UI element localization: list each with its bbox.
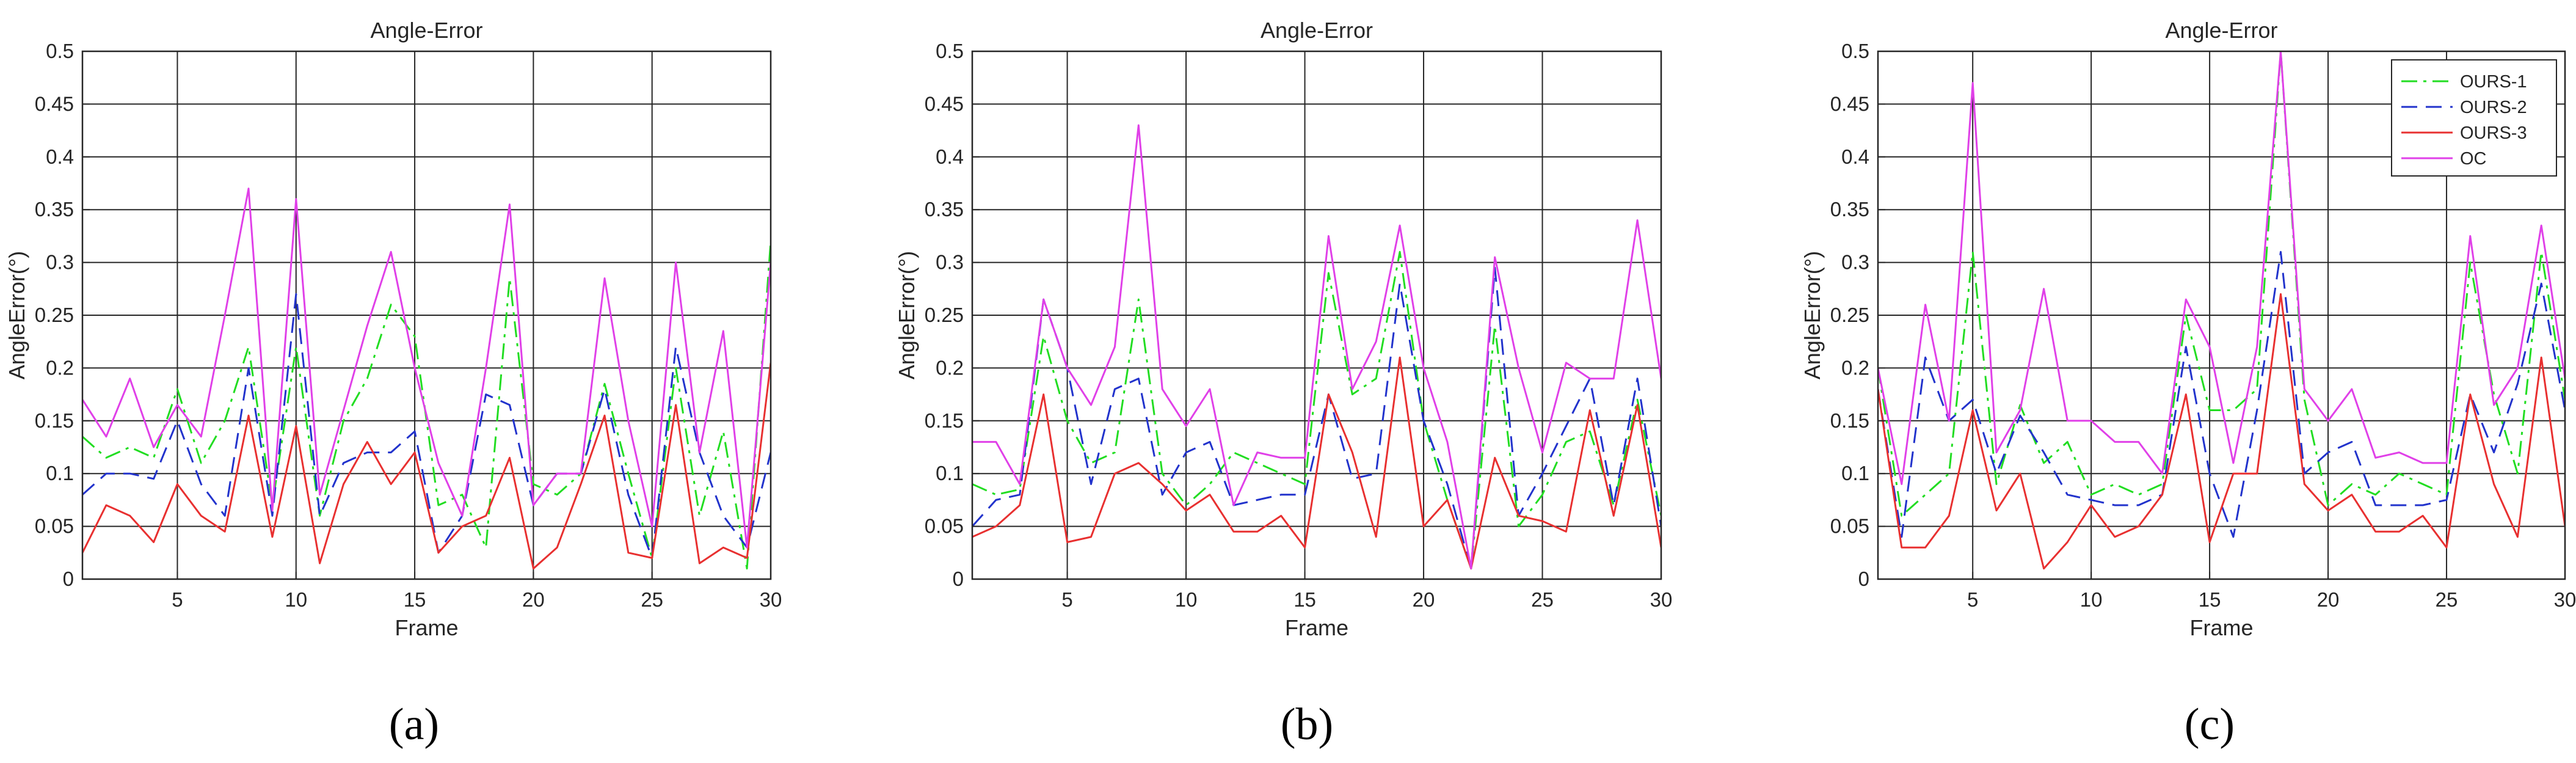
y-tick-label: 0.4 (936, 145, 964, 168)
y-tick-label: 0.15 (35, 409, 74, 432)
x-tick-label: 5 (1061, 588, 1072, 611)
series-line-oc (972, 124, 1661, 570)
y-tick-label: 0.35 (925, 198, 964, 221)
y-tick-label: 0.35 (35, 198, 74, 221)
y-tick-label: 0.1 (1841, 462, 1869, 484)
y-tick-label: 0.2 (46, 356, 74, 379)
y-tick-label: 0.1 (46, 462, 74, 484)
panel-caption: (a) (389, 699, 439, 750)
x-tick-label: 5 (1967, 588, 1978, 611)
x-tick-label: 25 (2436, 588, 2458, 611)
x-tick-label: 20 (1413, 588, 1435, 611)
legend-entry-ours-3: OURS-3 (2460, 123, 2527, 143)
y-tick-label: 0.3 (1841, 251, 1869, 274)
y-tick-label: 0.35 (1830, 198, 1869, 221)
y-tick-label: 0.05 (35, 515, 74, 538)
y-tick-label: 0.45 (1830, 92, 1869, 115)
y-tick-label: 0.05 (925, 515, 964, 538)
y-tick-label: 0.25 (925, 304, 964, 326)
series-line-ours-2 (82, 293, 771, 559)
x-tick-label: 10 (285, 588, 307, 611)
x-tick-label: 30 (2554, 588, 2576, 611)
legend-box (2391, 59, 2557, 177)
legend-entry-oc: OC (2460, 149, 2487, 169)
y-axis-label: AngleError(°) (1800, 251, 1825, 379)
series-line-oc (82, 188, 771, 549)
series-line-ours-2 (1878, 250, 2565, 538)
y-tick-label: 0.2 (1841, 356, 1869, 379)
y-tick-label: 0.05 (1830, 515, 1869, 538)
y-tick-label: 0.15 (925, 409, 964, 432)
y-tick-label: 0.4 (1841, 145, 1869, 168)
chart-title: Angle-Error (370, 18, 482, 43)
y-tick-label: 0.3 (46, 251, 74, 274)
series-line-ours-3 (82, 362, 771, 570)
y-axis-label: AngleError(°) (4, 251, 29, 379)
chart-title: Angle-Error (2165, 18, 2277, 43)
y-tick-label: 0.5 (936, 40, 964, 62)
x-tick-label: 15 (404, 588, 426, 611)
x-tick-label: 15 (1293, 588, 1316, 611)
y-axis-label: AngleError(°) (894, 251, 919, 379)
y-tick-label: 0.45 (35, 92, 74, 115)
x-tick-label: 10 (1175, 588, 1198, 611)
chart-panel-3: 5 10 15 20 25 30 0 0.05 0.1 0.15 0.2 0.25 0.3 0.35 0.4… (1800, 18, 2576, 750)
y-tick-label: 0.2 (936, 356, 964, 379)
legend: OURS-1 OURS-2 OURS-3 OC (2391, 59, 2557, 177)
chart-panel-1: 5 10 15 20 25 30 0 0.05 0.1 0.15 0.2 0.25 0.3 0.35 0.4… (4, 18, 782, 750)
x-tick-label: 5 (172, 588, 183, 611)
x-tick-label: 25 (1531, 588, 1554, 611)
panel-caption: (b) (1281, 699, 1333, 750)
x-tick-label: 30 (1650, 588, 1673, 611)
y-tick-label: 0.25 (1830, 304, 1869, 326)
x-axis-label: Frame (2189, 615, 2253, 640)
series-line-ours-1 (1878, 51, 2565, 517)
x-axis-label: Frame (1285, 615, 1348, 640)
x-axis-label: Frame (395, 615, 458, 640)
series-line-ours-1 (82, 241, 771, 570)
x-tick-label: 10 (2080, 588, 2103, 611)
chart-panel-2: 5 10 15 20 25 30 0 0.05 0.1 0.15 0.2 0.25 0.3 0.35 0.4… (894, 18, 1672, 750)
y-tick-label: 0 (1858, 568, 1869, 590)
x-tick-label: 30 (760, 588, 782, 611)
series-line-ours-3 (972, 356, 1661, 570)
series-line-oc (1878, 51, 2565, 485)
y-tick-label: 0.4 (46, 145, 74, 168)
x-tick-label: 20 (2317, 588, 2340, 611)
series-line-ours-3 (1878, 293, 2565, 570)
chart-title: Angle-Error (1261, 18, 1373, 43)
y-tick-label: 0.3 (936, 251, 964, 274)
x-tick-label: 20 (522, 588, 545, 611)
y-tick-label: 0.1 (936, 462, 964, 484)
y-tick-label: 0.45 (925, 92, 964, 115)
y-tick-label: 0 (63, 568, 74, 590)
y-tick-label: 0.25 (35, 304, 74, 326)
legend-entry-ours-2: OURS-2 (2460, 98, 2527, 117)
x-tick-label: 15 (2199, 588, 2221, 611)
y-tick-label: 0.15 (1830, 409, 1869, 432)
x-tick-label: 25 (641, 588, 663, 611)
y-tick-label: 0 (953, 568, 964, 590)
series-line-ours-2 (972, 266, 1661, 570)
panel-caption: (c) (2185, 699, 2235, 750)
legend-entry-ours-1: OURS-1 (2460, 72, 2527, 92)
y-tick-label: 0.5 (1841, 40, 1869, 62)
y-tick-label: 0.5 (46, 40, 74, 62)
